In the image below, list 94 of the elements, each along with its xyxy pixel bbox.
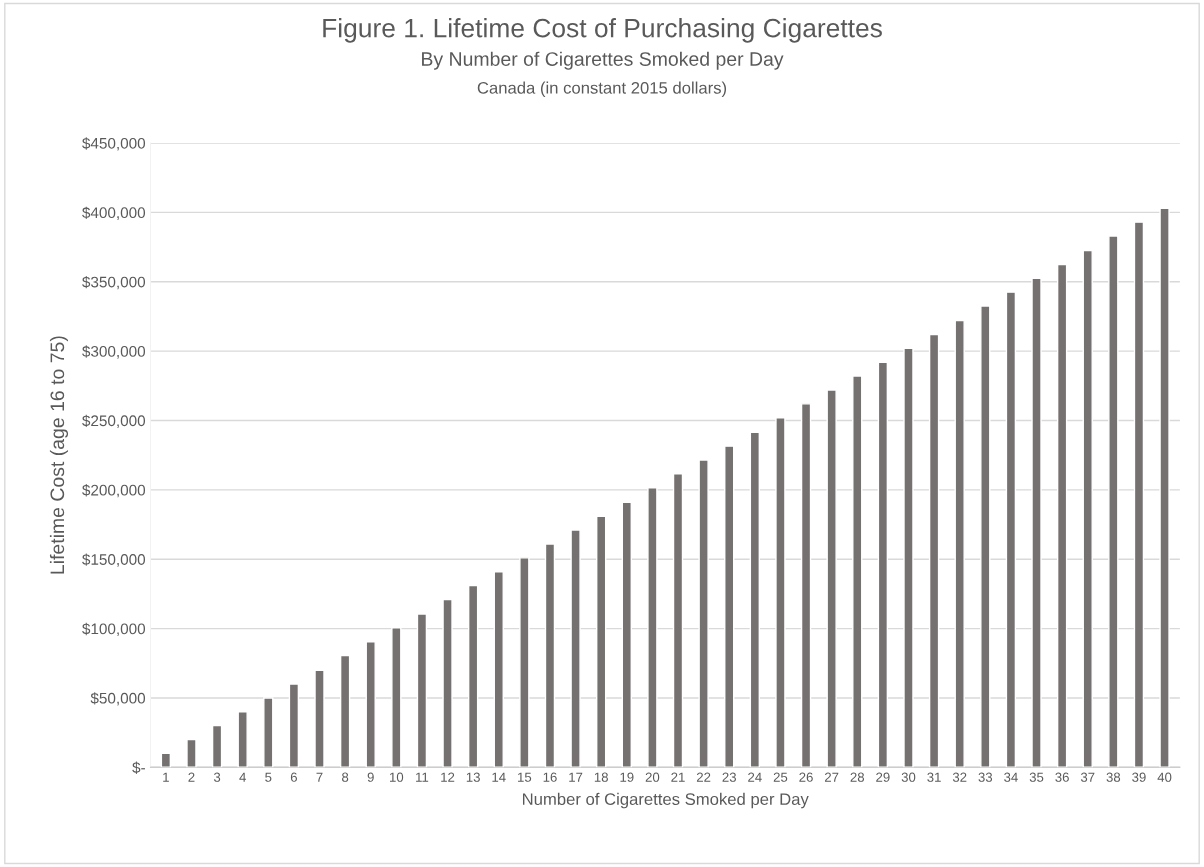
y-tick-label: $450,000 — [82, 137, 146, 151]
chart-subtitle: By Number of Cigarettes Smoked per Day Canada (in constant 2015 dollars) — [422, 51, 784, 98]
y-tick-label: $50,000 — [90, 692, 146, 706]
bar — [1005, 291, 1017, 768]
x-tick-label: 8 — [342, 772, 349, 782]
bar — [339, 654, 351, 768]
x-tick-label: 34 — [1004, 772, 1018, 782]
bar — [160, 752, 172, 768]
y-tick-label: $250,000 — [82, 414, 146, 428]
x-tick-label: 9 — [367, 772, 374, 782]
x-tick-label: 10 — [390, 772, 404, 782]
x-tick-label: 18 — [594, 772, 608, 782]
y-axis-title: Lifetime Cost (age 16 to 75) — [49, 336, 69, 574]
x-tick-label: 2 — [188, 772, 195, 782]
bar — [775, 417, 786, 768]
chart-title: Figure 1. Lifetime Cost of Purchasing Cigarettes — [323, 18, 882, 43]
y-tick-label: $150,000 — [82, 553, 146, 567]
x-tick-label: 40 — [1157, 772, 1172, 782]
bar — [288, 683, 300, 768]
x-tick-label: 37 — [1080, 772, 1095, 782]
bar — [596, 515, 607, 768]
x-tick-label: 30 — [901, 772, 916, 782]
x-tick-label: 7 — [316, 772, 323, 782]
y-tick-label: $300,000 — [82, 345, 146, 359]
bar — [980, 305, 991, 768]
x-tick-label: 14 — [492, 772, 506, 782]
x-tick-label: 22 — [696, 772, 711, 782]
x-tick-label: 15 — [518, 772, 532, 782]
x-tick-label: 32 — [952, 772, 967, 782]
x-tick-label: 36 — [1055, 772, 1069, 782]
bar — [672, 473, 684, 768]
bar — [186, 738, 197, 768]
bar — [1108, 235, 1119, 768]
x-tick-label: 23 — [722, 772, 736, 782]
bar — [1056, 263, 1068, 768]
x-tick-label: 21 — [671, 772, 685, 782]
bar — [877, 361, 889, 768]
x-tick-label: 6 — [290, 772, 297, 782]
x-tick-label: 35 — [1029, 772, 1044, 782]
bar — [314, 669, 325, 768]
bar — [1159, 207, 1170, 768]
x-tick-label: 29 — [876, 772, 890, 782]
x-tick-label: 4 — [239, 772, 246, 782]
bar — [263, 697, 274, 768]
bar — [237, 711, 248, 768]
bar — [903, 347, 914, 768]
bar — [467, 584, 479, 768]
bar — [211, 724, 223, 768]
bar — [647, 487, 658, 768]
x-tick-label: 5 — [265, 772, 272, 782]
bar — [800, 403, 812, 768]
x-tick-label: 39 — [1132, 772, 1146, 782]
y-tick-label: $400,000 — [82, 206, 146, 220]
y-tick-label: $200,000 — [82, 484, 146, 498]
x-tick-label: 11 — [416, 772, 429, 782]
x-tick-label: 27 — [824, 772, 839, 782]
bar — [1133, 221, 1145, 768]
bar — [493, 571, 504, 768]
x-tick-label: 1 — [163, 772, 169, 782]
bar — [698, 459, 709, 768]
x-tick-label: 38 — [1106, 772, 1121, 782]
bar — [1082, 249, 1093, 768]
bar — [852, 375, 863, 768]
x-tick-label: 25 — [773, 772, 788, 782]
x-tick-label: 20 — [645, 772, 660, 782]
x-tick-label: 12 — [441, 772, 455, 782]
x-tick-label: 17 — [569, 772, 583, 782]
x-tick-label: 26 — [799, 772, 813, 782]
x-tick-label: 19 — [620, 772, 634, 782]
x-tick-label: 24 — [748, 772, 762, 782]
x-tick-label: 13 — [466, 772, 480, 782]
bar — [724, 445, 735, 768]
bar — [391, 627, 402, 768]
bar — [544, 543, 556, 768]
y-tick-label: $100,000 — [82, 622, 146, 637]
bar — [570, 529, 581, 768]
y-tick-label: $- — [132, 761, 145, 774]
x-tick-label: 3 — [213, 772, 221, 782]
x-tick-label: 28 — [850, 772, 865, 782]
x-axis-title: Number of Cigarettes Smoked per Day — [523, 792, 809, 809]
bar — [1031, 277, 1042, 768]
bar — [416, 613, 428, 768]
x-tick-label: 31 — [927, 772, 941, 782]
bar — [519, 557, 530, 768]
y-tick-label: $350,000 — [82, 276, 146, 290]
bar — [826, 389, 837, 768]
bar — [928, 333, 940, 768]
bar — [954, 319, 965, 768]
x-tick-label: 33 — [978, 772, 993, 782]
bar — [749, 431, 761, 768]
bar — [621, 501, 632, 768]
x-tick-label: 16 — [543, 772, 557, 782]
bar — [442, 598, 453, 768]
bar — [365, 641, 376, 768]
